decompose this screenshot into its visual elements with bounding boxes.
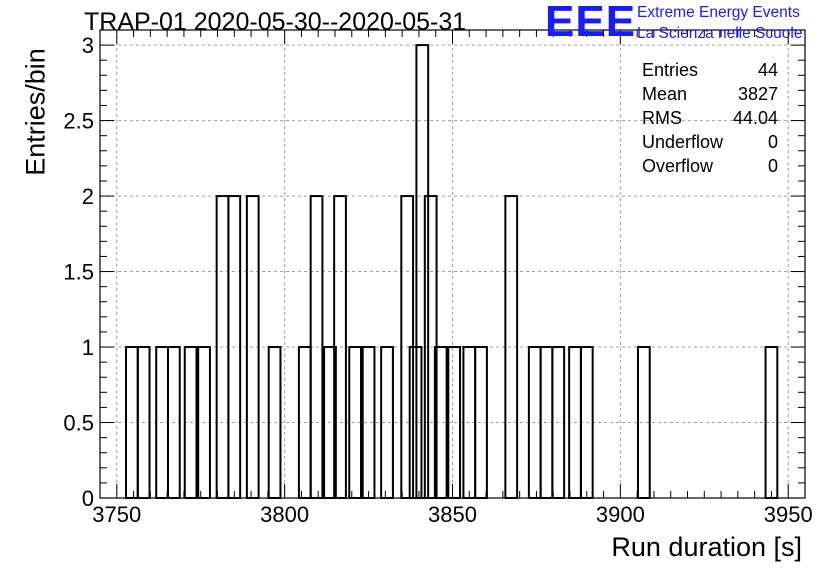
stat-label-entries: Entries	[642, 60, 699, 80]
stat-value-overflow: 0	[767, 156, 778, 176]
stat-value-entries: 44	[757, 60, 778, 80]
y-axis-tick-labels: 0 0.5 1 1.5 2 2.5 3	[63, 33, 94, 511]
x-axis-label: Run duration [s]	[611, 532, 802, 562]
stat-value-mean: 3827	[737, 84, 778, 104]
stat-label-underflow: Underflow	[642, 132, 724, 152]
stat-label-rms: RMS	[642, 108, 682, 128]
stat-value-rms: 44.04	[732, 108, 778, 128]
y-tick-label: 0.5	[63, 411, 94, 436]
y-tick-label: 1	[82, 335, 94, 360]
stats-box: Entries 44 Mean 3827 RMS 44.04 Underflow…	[642, 58, 778, 178]
stat-row-underflow: Underflow 0	[642, 130, 778, 154]
x-tick-label: 3900	[596, 502, 645, 527]
stat-value-underflow: 0	[767, 132, 778, 152]
logo-line-2: La Scienza nelle Scuole	[637, 25, 803, 42]
stat-row-overflow: Overflow 0	[642, 154, 778, 178]
y-tick-label: 3	[82, 33, 94, 58]
y-tick-label: 2.5	[63, 109, 94, 134]
stat-row-entries: Entries 44	[642, 58, 778, 82]
logo-line-1: Extreme Energy Events	[637, 4, 800, 21]
y-axis-label: Entries/bin	[20, 48, 51, 176]
axis-ticks	[99, 29, 806, 499]
x-axis-tick-labels: 3750 3800 3850 3900 3950	[92, 502, 812, 527]
y-tick-label: 1.5	[63, 260, 94, 285]
x-tick-label: 3950	[764, 502, 813, 527]
x-tick-label: 3850	[428, 502, 477, 527]
histogram-bars	[125, 44, 779, 500]
y-tick-label: 0	[82, 486, 94, 511]
stat-row-rms: RMS 44.04	[642, 106, 778, 130]
eee-logo-mark: EEE	[545, 0, 637, 46]
stat-row-mean: Mean 3827	[642, 82, 778, 106]
x-tick-label: 3750	[92, 502, 141, 527]
grid-lines	[100, 30, 805, 498]
stat-label-overflow: Overflow	[642, 156, 714, 176]
stat-label-mean: Mean	[642, 84, 688, 104]
y-tick-label: 2	[82, 184, 94, 209]
chart-title: TRAP-01 2020-05-30--2020-05-31	[84, 8, 467, 36]
x-tick-label: 3800	[260, 502, 309, 527]
